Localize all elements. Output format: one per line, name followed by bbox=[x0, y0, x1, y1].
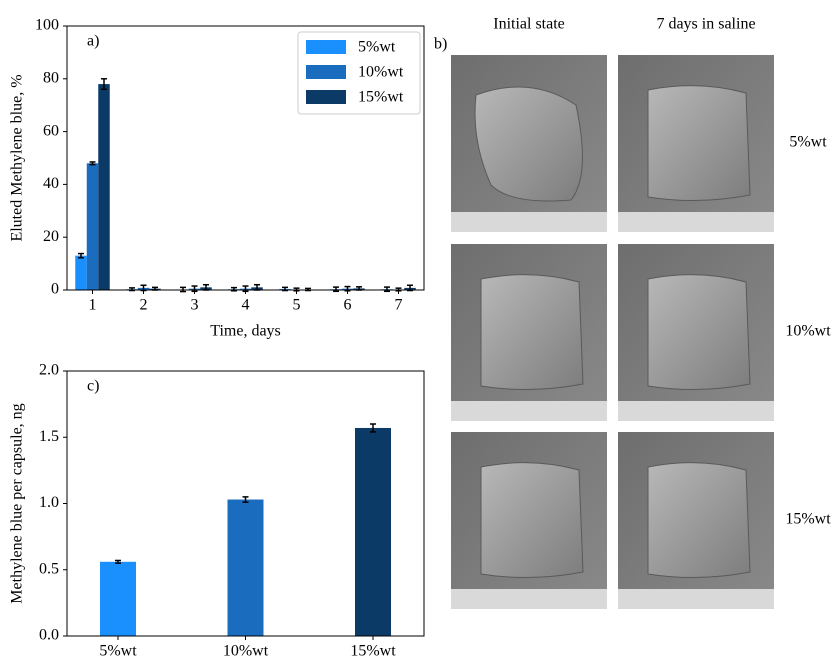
error-bar bbox=[180, 286, 186, 293]
capsule bbox=[474, 86, 583, 202]
row-label: 15%wt bbox=[785, 511, 831, 528]
bar bbox=[355, 427, 391, 636]
error-bar bbox=[242, 496, 249, 503]
row-label: 10%wt bbox=[785, 323, 831, 340]
error-bar bbox=[89, 161, 96, 166]
sem-panel bbox=[451, 55, 774, 609]
column-label: Initial state bbox=[493, 16, 565, 33]
error-bar bbox=[101, 78, 107, 91]
y-tick-label: 0.5 bbox=[39, 560, 59, 577]
error-bar bbox=[115, 559, 121, 564]
x-tick-label: 1 bbox=[89, 297, 97, 314]
legend-label: 5%wt bbox=[358, 39, 396, 56]
capsule bbox=[647, 462, 751, 579]
sem-info-bar bbox=[618, 589, 774, 609]
legend-swatch bbox=[306, 40, 346, 54]
bar bbox=[227, 499, 264, 636]
bar bbox=[98, 84, 110, 290]
y-tick-label: 1.0 bbox=[39, 494, 59, 511]
bar bbox=[75, 255, 87, 290]
y-tick-label: 1.5 bbox=[39, 428, 59, 445]
legend-swatch bbox=[306, 90, 346, 104]
sem-info-bar bbox=[451, 401, 607, 421]
x-tick-label: 10%wt bbox=[223, 643, 269, 660]
y-tick-label: 100 bbox=[35, 17, 59, 34]
panel-label: c) bbox=[87, 378, 99, 395]
y-axis-label: Methylene blue per capsule, ng bbox=[9, 403, 26, 603]
x-tick-label: 5 bbox=[293, 297, 301, 314]
plot-frame bbox=[66, 25, 425, 291]
x-tick-label: 7 bbox=[395, 297, 403, 314]
x-tick-label: 6 bbox=[344, 297, 352, 314]
sem-info-bar bbox=[451, 212, 607, 232]
y-tick-label: 2.0 bbox=[39, 362, 59, 379]
error-bar bbox=[333, 286, 339, 293]
sem-info-bar bbox=[451, 589, 607, 609]
legend-label: 10%wt bbox=[358, 64, 404, 81]
capsule bbox=[480, 462, 584, 579]
x-tick-label: 2 bbox=[140, 297, 148, 314]
y-tick-label: 60 bbox=[43, 122, 59, 139]
bar bbox=[100, 561, 136, 636]
bar bbox=[86, 163, 99, 290]
legend-swatch bbox=[306, 65, 346, 79]
panel-label: b) bbox=[434, 36, 447, 53]
legend-label: 15%wt bbox=[358, 89, 404, 106]
y-tick-label: 40 bbox=[43, 175, 59, 192]
plot-frame bbox=[66, 370, 425, 637]
y-axis-label: Eluted Methylene blue, % bbox=[9, 74, 26, 241]
sem-info-bar bbox=[618, 212, 774, 232]
error-bar bbox=[370, 423, 376, 433]
y-tick-label: 80 bbox=[43, 69, 59, 86]
capsule bbox=[480, 274, 584, 391]
error-bar bbox=[384, 286, 390, 293]
panel-label: a) bbox=[87, 33, 99, 50]
y-tick-label: 0 bbox=[51, 281, 59, 298]
error-bar bbox=[78, 252, 84, 259]
y-tick-label: 0.0 bbox=[39, 627, 59, 644]
x-axis-label: Time, days bbox=[210, 323, 281, 340]
row-label: 5%wt bbox=[789, 134, 827, 151]
column-label: 7 days in saline bbox=[656, 16, 755, 33]
x-tick-label: 15%wt bbox=[350, 643, 396, 660]
x-tick-label: 5%wt bbox=[99, 643, 137, 660]
sem-info-bar bbox=[618, 401, 774, 421]
y-tick-label: 20 bbox=[43, 228, 59, 245]
x-tick-label: 3 bbox=[191, 297, 199, 314]
x-tick-label: 4 bbox=[242, 297, 250, 314]
capsule bbox=[647, 85, 751, 202]
capsule bbox=[647, 274, 751, 391]
